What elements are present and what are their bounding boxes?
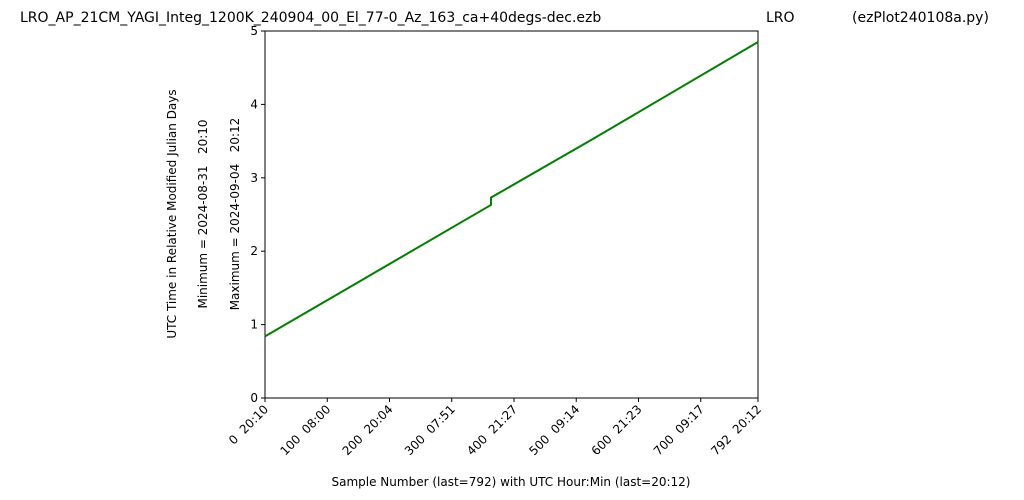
y-tick-label: 0 [250,391,258,405]
y-tick-label: 1 [250,318,258,332]
x-axis-label: Sample Number (last=792) with UTC Hour:M… [332,475,691,489]
y-tick-label: 5 [250,24,258,38]
x-tick-label: 400 21:27 [464,402,520,458]
plot-frame [264,30,759,399]
x-tick-label: 200 20:04 [340,402,396,458]
y-axis-label: UTC Time in Relative Modified Julian Day… [165,89,179,338]
chart-title-middle: LRO [766,10,795,26]
x-tick-label: 792 20:12 [708,402,764,458]
x-tick-label: 600 21:23 [589,402,645,458]
x-tick-label: 500 09:14 [526,402,582,458]
chart-title: LRO_AP_21CM_YAGI_Integ_1200K_240904_00_E… [20,10,601,26]
x-tick-label: 300 07:51 [402,402,458,458]
data-line [264,41,759,338]
x-tick-label: 0 20:10 [226,402,271,447]
chart-title-right: (ezPlot240108a.py) [852,10,989,26]
x-tick-label: 100 08:00 [277,402,333,458]
y-axis-label-max: Maximum = 2024-09-04 20:12 [228,118,242,311]
y-tick-label: 3 [250,171,258,185]
x-tick-label: 700 09:17 [651,402,707,458]
y-tick-label: 2 [250,244,258,258]
y-axis-label-min: Minimum = 2024-08-31 20:10 [196,119,210,308]
y-tick-label: 4 [250,97,258,111]
